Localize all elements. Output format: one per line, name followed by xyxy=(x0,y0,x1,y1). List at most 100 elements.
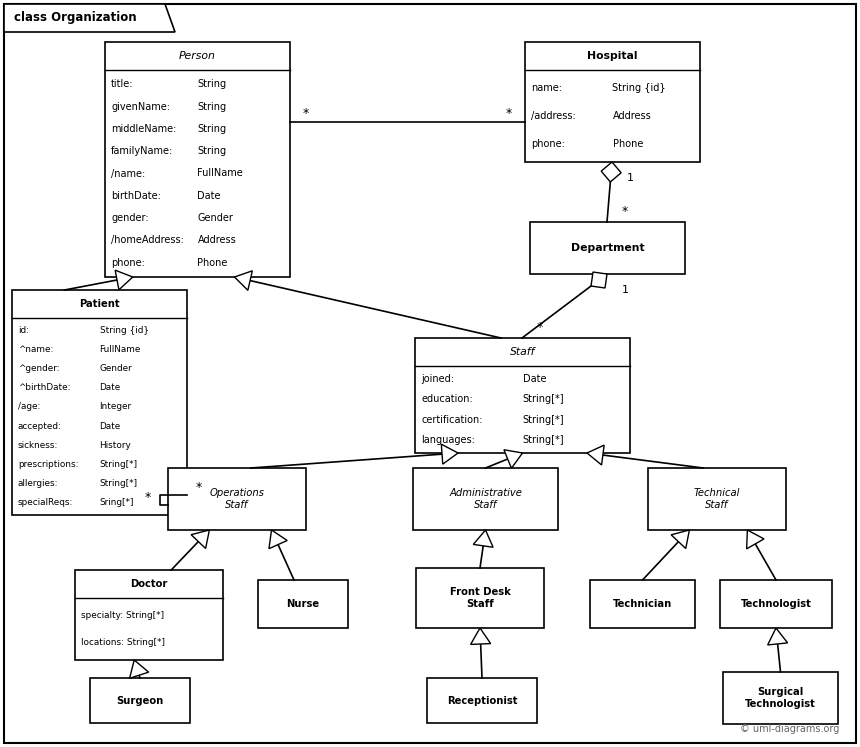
Text: class Organization: class Organization xyxy=(14,11,137,25)
Text: Person: Person xyxy=(179,51,216,61)
Polygon shape xyxy=(130,660,149,678)
Text: prescriptions:: prescriptions: xyxy=(18,460,78,469)
Polygon shape xyxy=(191,530,209,548)
Text: name:: name: xyxy=(531,83,562,93)
Text: *: * xyxy=(622,205,628,219)
Text: Hospital: Hospital xyxy=(587,51,638,61)
Text: String[*]: String[*] xyxy=(100,479,138,488)
Polygon shape xyxy=(746,530,764,549)
Text: ^gender:: ^gender: xyxy=(18,365,59,374)
Text: /name:: /name: xyxy=(111,169,145,179)
Bar xyxy=(105,42,290,277)
Text: specialty: String[*]: specialty: String[*] xyxy=(81,611,164,620)
Text: phone:: phone: xyxy=(531,139,565,149)
Text: Technologist: Technologist xyxy=(740,599,812,609)
Text: Gender: Gender xyxy=(198,213,233,223)
Text: *: * xyxy=(537,321,544,335)
Text: Nurse: Nurse xyxy=(286,599,320,609)
Bar xyxy=(525,42,700,162)
Text: Surgeon: Surgeon xyxy=(116,695,163,705)
Text: certification:: certification: xyxy=(421,415,482,424)
Text: String: String xyxy=(198,79,227,90)
Text: Address: Address xyxy=(612,111,651,121)
Text: birthDate:: birthDate: xyxy=(111,190,161,201)
Bar xyxy=(12,290,187,515)
Bar xyxy=(415,338,630,453)
Text: History: History xyxy=(100,441,132,450)
Text: Gender: Gender xyxy=(100,365,132,374)
Polygon shape xyxy=(4,4,175,32)
Text: String {id}: String {id} xyxy=(100,326,149,335)
Text: Technical
Staff: Technical Staff xyxy=(694,489,740,509)
Text: sickness:: sickness: xyxy=(18,441,58,450)
Text: locations: String[*]: locations: String[*] xyxy=(81,638,165,647)
Text: familyName:: familyName: xyxy=(111,146,173,156)
Polygon shape xyxy=(768,628,788,645)
Bar xyxy=(258,580,348,628)
Text: Phone: Phone xyxy=(612,139,643,149)
Polygon shape xyxy=(115,270,132,290)
Text: FullName: FullName xyxy=(100,345,141,354)
Text: String: String xyxy=(198,102,227,112)
Text: languages:: languages: xyxy=(421,435,475,445)
Text: gender:: gender: xyxy=(111,213,149,223)
Text: Integer: Integer xyxy=(100,403,132,412)
Text: String[*]: String[*] xyxy=(523,435,564,445)
Text: Sring[*]: Sring[*] xyxy=(100,498,134,507)
Text: givenName:: givenName: xyxy=(111,102,170,112)
Text: Department: Department xyxy=(571,243,644,253)
Text: /age:: /age: xyxy=(18,403,40,412)
Text: Operations
Staff: Operations Staff xyxy=(210,489,265,509)
Bar xyxy=(720,580,832,628)
Text: String: String xyxy=(198,146,227,156)
Polygon shape xyxy=(587,445,604,465)
Text: String[*]: String[*] xyxy=(523,415,564,424)
Text: specialReqs:: specialReqs: xyxy=(18,498,73,507)
Polygon shape xyxy=(591,272,607,288)
Polygon shape xyxy=(473,530,493,548)
Bar xyxy=(416,568,544,628)
Bar xyxy=(590,580,695,628)
Text: Phone: Phone xyxy=(198,258,228,267)
Text: String[*]: String[*] xyxy=(100,460,138,469)
Text: *: * xyxy=(144,491,151,503)
Bar xyxy=(427,678,537,723)
Text: allergies:: allergies: xyxy=(18,479,58,488)
Text: Surgical
Technologist: Surgical Technologist xyxy=(745,687,816,709)
Text: /address:: /address: xyxy=(531,111,575,121)
Text: *: * xyxy=(196,480,202,494)
Text: FullName: FullName xyxy=(198,169,243,179)
Text: © uml-diagrams.org: © uml-diagrams.org xyxy=(740,724,839,734)
Text: Date: Date xyxy=(523,374,546,384)
Text: *: * xyxy=(303,108,309,120)
Bar xyxy=(413,468,558,530)
Text: id:: id: xyxy=(18,326,29,335)
Text: Receptionist: Receptionist xyxy=(446,695,517,705)
Text: ^name:: ^name: xyxy=(18,345,53,354)
Text: Administrative
Staff: Administrative Staff xyxy=(449,489,522,509)
Text: Date: Date xyxy=(100,383,120,392)
Bar xyxy=(90,678,190,723)
Polygon shape xyxy=(235,271,252,291)
Text: Patient: Patient xyxy=(79,299,120,309)
Text: Front Desk
Staff: Front Desk Staff xyxy=(450,587,511,609)
Text: ^birthDate:: ^birthDate: xyxy=(18,383,71,392)
Text: Staff: Staff xyxy=(510,347,535,357)
Text: title:: title: xyxy=(111,79,133,90)
Bar xyxy=(75,570,223,660)
Text: 1: 1 xyxy=(622,285,629,295)
Text: 1: 1 xyxy=(626,173,634,183)
Text: Technician: Technician xyxy=(613,599,673,609)
Text: phone:: phone: xyxy=(111,258,144,267)
Text: *: * xyxy=(506,108,512,120)
Text: middleName:: middleName: xyxy=(111,124,176,134)
Polygon shape xyxy=(504,450,523,468)
Text: Address: Address xyxy=(198,235,237,245)
Text: String {id}: String {id} xyxy=(612,83,666,93)
Text: String: String xyxy=(198,124,227,134)
Polygon shape xyxy=(671,530,690,548)
Text: Date: Date xyxy=(100,421,120,430)
Polygon shape xyxy=(269,530,287,549)
Polygon shape xyxy=(470,628,491,645)
Bar xyxy=(648,468,786,530)
